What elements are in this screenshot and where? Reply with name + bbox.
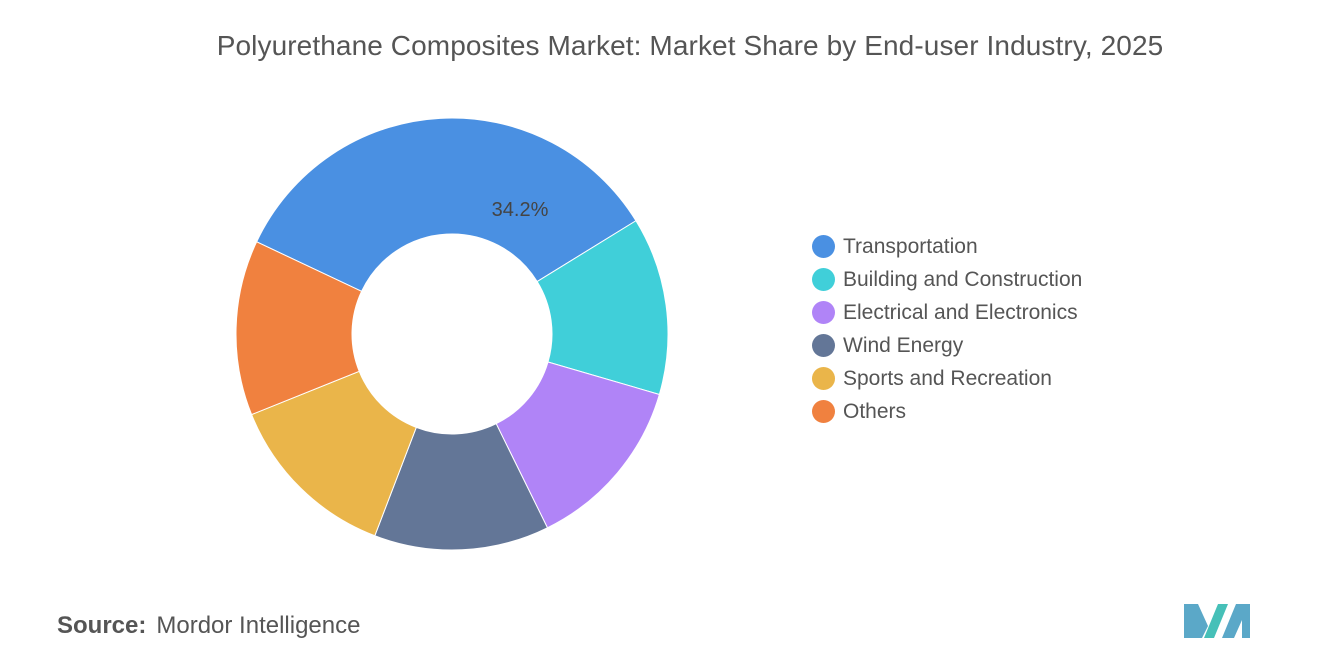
mordor-intelligence-logo-icon <box>1184 604 1250 638</box>
logo-shape-left <box>1184 604 1208 638</box>
donut-slice-sports-and-recreation <box>250 370 417 537</box>
legend-label: Transportation <box>843 234 978 258</box>
data-label-transportation: 34.2% <box>492 199 549 221</box>
legend-item-electrical-and-electronics: Electrical and Electronics <box>812 296 1082 329</box>
legend-swatch <box>812 301 835 324</box>
legend-swatch <box>812 334 835 357</box>
legend-item-sports-and-recreation: Sports and Recreation <box>812 362 1082 395</box>
legend-label: Sports and Recreation <box>843 366 1052 390</box>
legend-item-building-and-construction: Building and Construction <box>812 263 1082 296</box>
legend-swatch <box>812 400 835 423</box>
legend-label: Building and Construction <box>843 267 1083 291</box>
legend-item-others: Others <box>812 395 1082 428</box>
legend-label: Wind Energy <box>843 333 964 357</box>
source-note: Source: Mordor Intelligence <box>57 612 360 640</box>
legend-swatch <box>812 235 835 258</box>
legend-label: Electrical and Electronics <box>843 300 1078 324</box>
donut-slice-wind-energy <box>374 423 549 551</box>
legend-swatch <box>812 367 835 390</box>
legend-swatch <box>812 268 835 291</box>
logo-shape-right <box>1222 604 1250 638</box>
legend-item-transportation: Transportation <box>812 230 1082 263</box>
chart-title: Polyurethane Composites Market: Market S… <box>216 30 1164 61</box>
donut-slice-transportation <box>255 117 637 292</box>
source-value: Mordor Intelligence <box>156 612 361 639</box>
donut-slice-electrical-and-electronics <box>495 361 660 529</box>
chart-legend: Transportation Building and Construction E… <box>812 230 1082 428</box>
donut-chart: 34.2% <box>235 117 669 551</box>
legend-item-wind-energy: Wind Energy <box>812 329 1082 362</box>
source-label: Source: <box>57 612 147 639</box>
legend-label: Others <box>843 399 907 423</box>
logo-shape-middle <box>1204 604 1228 638</box>
donut-slice-others <box>235 241 363 416</box>
